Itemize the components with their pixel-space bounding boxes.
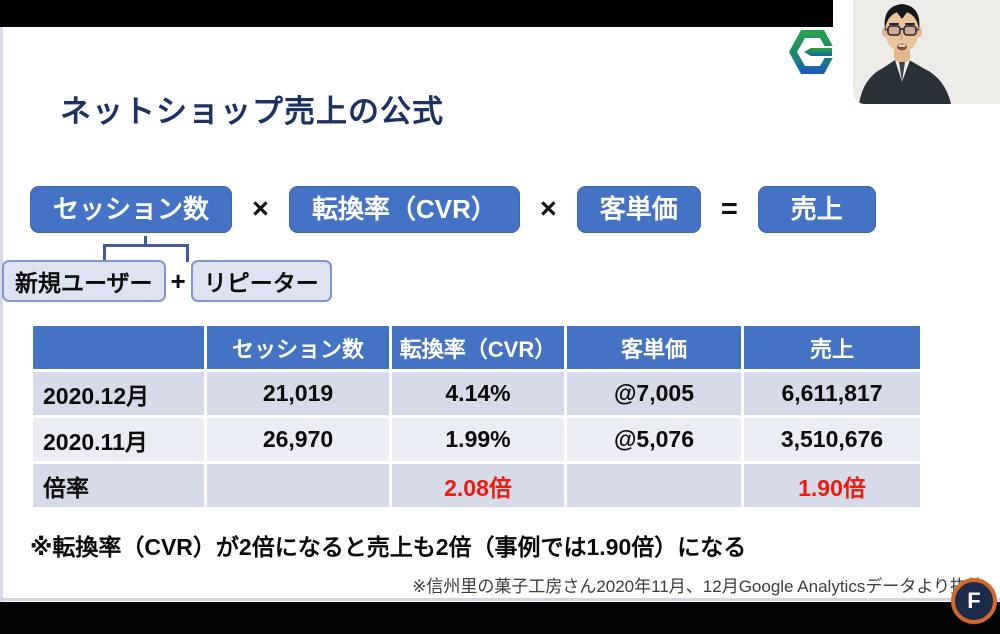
row-label: 倍率	[33, 464, 204, 507]
cell-aov	[567, 464, 741, 507]
multiply-operator: ×	[539, 193, 557, 225]
table-row-nov2020: 2020.11月 26,970 1.99% @5,076 3,510,676	[33, 418, 920, 461]
cell-cvr: 4.14%	[392, 372, 564, 415]
f-badge-icon: F	[951, 578, 997, 624]
breakdown-box-repeaters: リピーター	[190, 260, 332, 302]
breakdown-bracket	[103, 236, 189, 262]
source-text: ※信州里の菓子工房さん2020年11月、12月Google Analyticsデ…	[412, 577, 984, 596]
sessions-breakdown: 新規ユーザー + リピーター	[2, 260, 332, 302]
presenter-avatar	[853, 0, 1000, 104]
row-label: 2020.11月	[33, 418, 204, 461]
breakdown-box-new-users: 新規ユーザー	[2, 260, 166, 302]
cell-sales: 3,510,676	[744, 418, 920, 461]
cell-cvr-ratio: 2.08倍	[392, 464, 564, 507]
header-sales: 売上	[744, 326, 920, 369]
cell-sessions: 26,970	[207, 418, 389, 461]
header-blank	[33, 326, 204, 369]
plus-operator: +	[170, 265, 186, 296]
header-cvr: 転換率（CVR）	[392, 326, 564, 369]
cell-sales: 6,611,817	[744, 372, 920, 415]
slide-left-edge	[0, 27, 3, 602]
letterbox-top-bar	[0, 0, 833, 27]
page-title: ネットショップ売上の公式	[60, 94, 444, 129]
presenter-webcam	[853, 0, 1000, 104]
formula-box-sessions: セッション数	[30, 186, 233, 233]
slide-bottom-edge	[0, 598, 1000, 601]
formula-box-cvr: 転換率（CVR）	[288, 186, 520, 233]
cell-sessions	[207, 464, 389, 507]
letterbox-bottom-bar	[0, 602, 1000, 634]
equals-operator: =	[720, 193, 738, 225]
f-badge-letter: F	[967, 588, 981, 613]
multiply-operator: ×	[252, 193, 269, 225]
metrics-table-container: セッション数 転換率（CVR） 客単価 売上 2020.12月 21,019 4…	[30, 323, 920, 510]
header-aov: 客単価	[567, 326, 741, 369]
table-row-ratio: 倍率 2.08倍 1.90倍	[33, 464, 920, 507]
formula-box-sales: 売上	[757, 186, 876, 233]
row-label: 2020.12月	[33, 372, 204, 415]
sales-formula: セッション数 × 転換率（CVR） × 客単価 = 売上	[30, 186, 876, 233]
brand-hexagon-logo-icon	[789, 30, 838, 74]
cell-sales-ratio: 1.90倍	[744, 464, 920, 507]
note-text: ※転換率（CVR）が2倍になると売上も2倍（事例では1.90倍）になる	[30, 534, 747, 560]
cell-aov: @7,005	[567, 372, 741, 415]
metrics-table: セッション数 転換率（CVR） 客単価 売上 2020.12月 21,019 4…	[30, 323, 923, 510]
cell-cvr: 1.99%	[392, 418, 564, 461]
table-row-dec2020: 2020.12月 21,019 4.14% @7,005 6,611,817	[33, 372, 920, 415]
formula-box-aov: 客単価	[576, 186, 701, 233]
table-header-row: セッション数 転換率（CVR） 客単価 売上	[33, 326, 920, 369]
header-sessions: セッション数	[207, 326, 389, 369]
cell-sessions: 21,019	[207, 372, 389, 415]
cell-aov: @5,076	[567, 418, 741, 461]
